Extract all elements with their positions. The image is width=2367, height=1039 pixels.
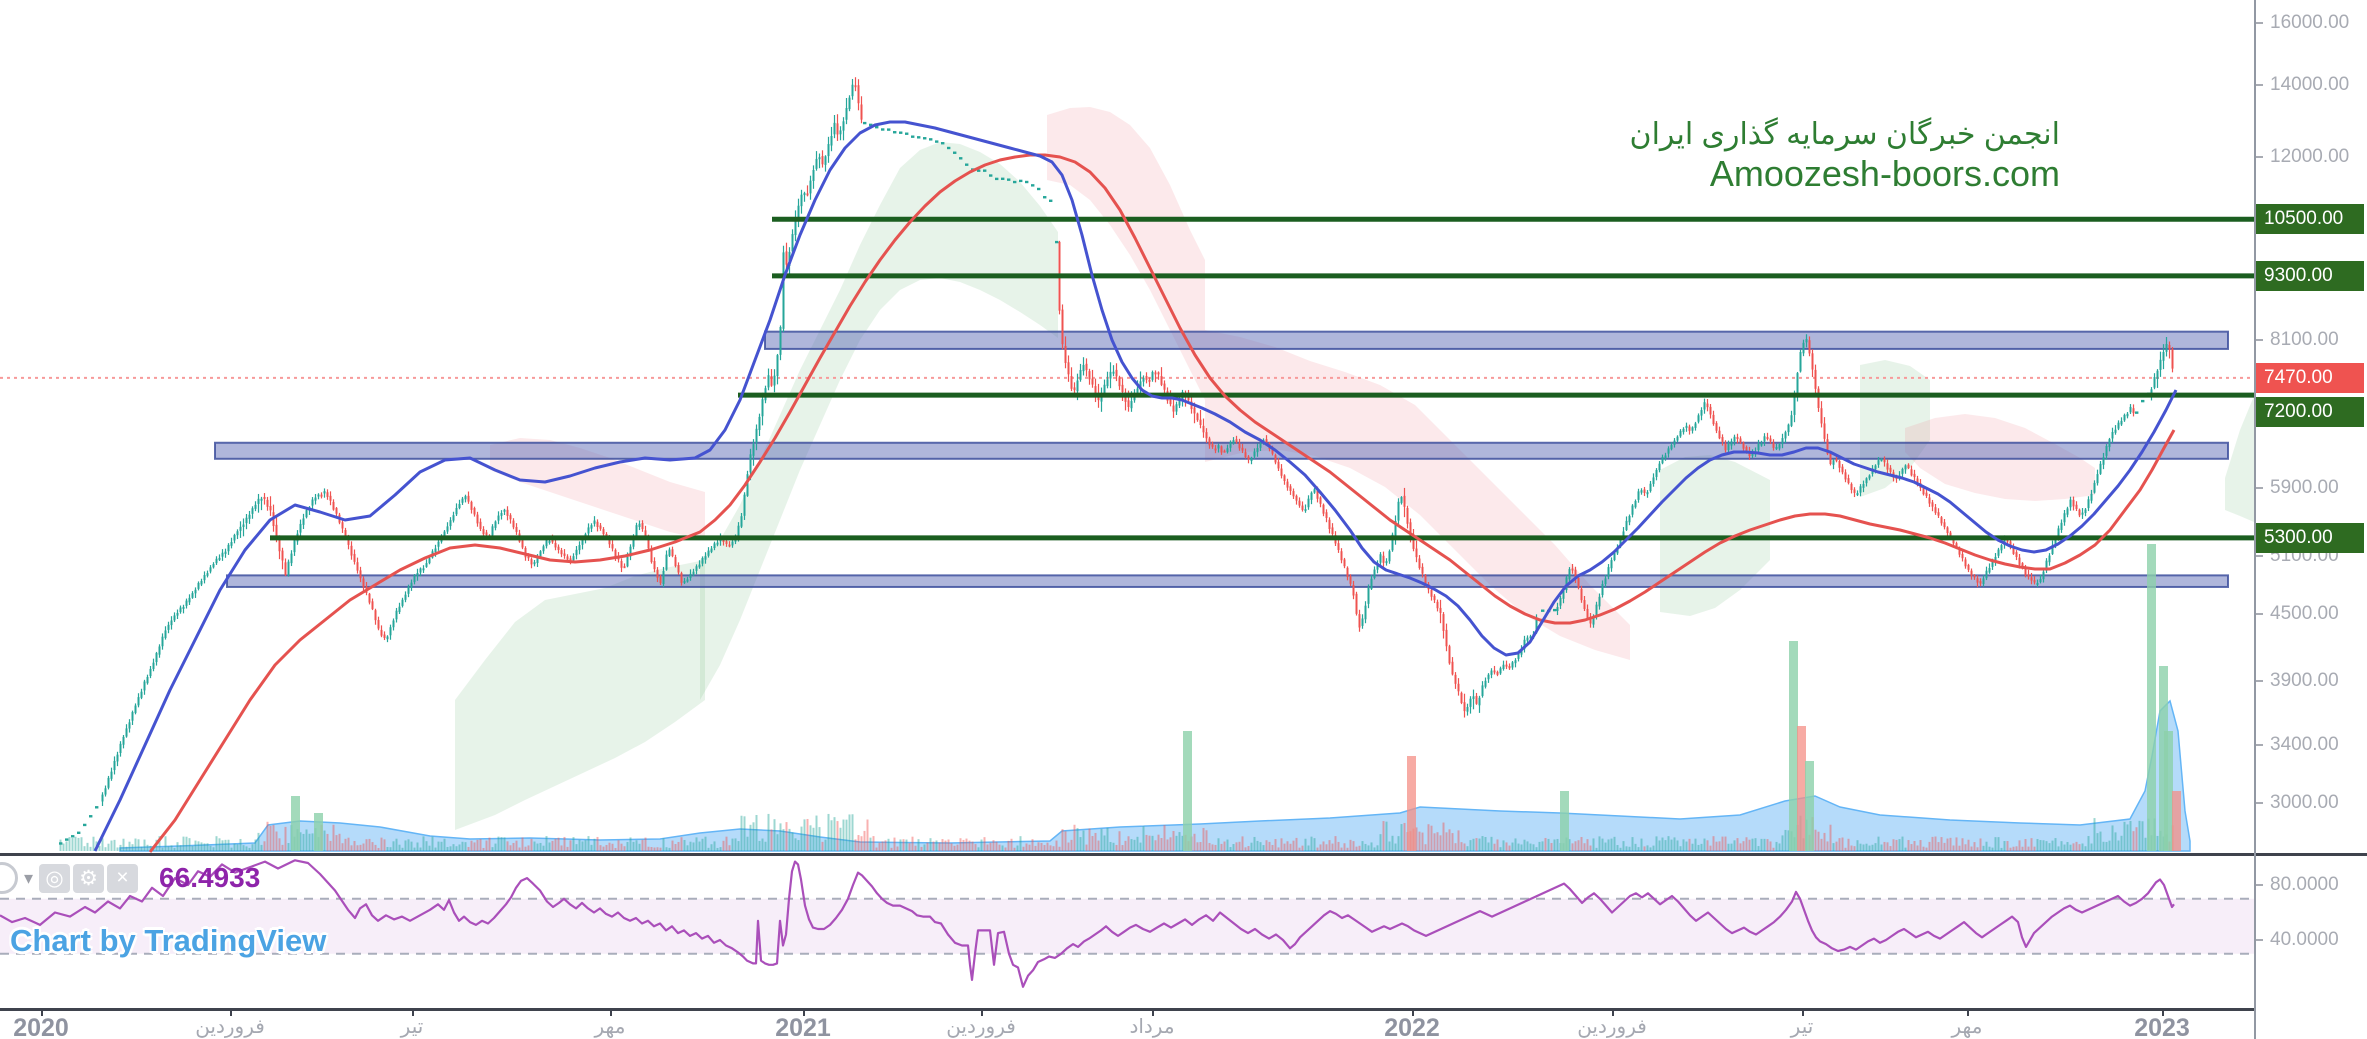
time-tick-mark (230, 1008, 232, 1016)
last-price-badge: 7470.00 (2256, 362, 2364, 393)
time-tick-mark (610, 1008, 612, 1016)
price-tick-mark (2254, 613, 2263, 616)
pane-separator[interactable] (0, 853, 2367, 856)
price-tick-label: 3900.00 (2270, 669, 2339, 691)
price-tick-mark (2254, 743, 2263, 746)
rsi-chart-canvas[interactable] (0, 855, 2254, 1008)
price-tick-mark (2254, 486, 2263, 489)
settings-gear-icon[interactable]: ⚙ (73, 863, 105, 893)
close-icon[interactable]: × (107, 863, 139, 893)
price-tick-mark (2254, 22, 2263, 24)
rsi-tick-mark (2254, 939, 2263, 941)
price-chart-canvas[interactable] (0, 0, 2254, 855)
price-tick-mark (2254, 679, 2263, 682)
price-tick-mark (2254, 554, 2263, 557)
price-tick-label: 3400.00 (2270, 733, 2339, 755)
rsi-tick-label: 80.0000 (2270, 874, 2339, 895)
time-month-label: تیر (400, 1016, 424, 1038)
time-month-label: مرداد (1129, 1016, 1175, 1038)
time-tick-mark (981, 1008, 983, 1016)
time-tick-mark (1412, 1008, 1414, 1016)
price-pane[interactable]: انجمن خبرگان سرمایه گذاری ایران Amoozesh… (0, 0, 2254, 855)
time-tick-mark (1802, 1008, 1804, 1016)
time-tick-mark (412, 1008, 414, 1016)
watermark: انجمن خبرگان سرمایه گذاری ایران Amoozesh… (1630, 118, 2060, 194)
watermark-line-fa: انجمن خبرگان سرمایه گذاری ایران (1629, 118, 2060, 151)
price-tick-mark (2254, 802, 2263, 805)
time-tick-mark (803, 1008, 805, 1016)
price-tick-mark (2254, 339, 2263, 342)
time-tick-mark (1967, 1008, 1969, 1016)
time-tick-mark (41, 1008, 43, 1016)
rsi-indicator-legend: ▾ ◎ ⚙ × 66.4933 (0, 861, 260, 895)
time-month-label: مهر (594, 1016, 626, 1038)
price-level-badge: 7200.00 (2256, 397, 2364, 427)
price-level-badge: 5300.00 (2256, 522, 2364, 553)
rsi-value: 66.4933 (159, 862, 261, 893)
time-axis[interactable]: 2020 فروردین تیر مهر 2021 فروردین مرداد 2022 فرو… (0, 1008, 2367, 1039)
time-axis-border (0, 1008, 2256, 1011)
time-year-label: 2023 (2134, 1014, 2190, 1039)
price-tick-label: 4500.00 (2270, 603, 2339, 625)
time-month-label: فروردین (195, 1016, 265, 1038)
rsi-tick-label: 40.0000 (2270, 929, 2339, 950)
price-level-badge: 10500.00 (2256, 204, 2364, 235)
price-tick-label: 14000.00 (2270, 74, 2350, 96)
time-year-label: 2022 (1384, 1014, 1440, 1039)
tradingview-attribution[interactable]: Chart by TradingView (10, 923, 327, 958)
price-tick-mark (2254, 84, 2263, 87)
price-tick-label: 12000.00 (2270, 146, 2350, 168)
price-tick-label: 5900.00 (2270, 476, 2339, 498)
price-axis[interactable]: 16000.00 14000.00 12000.00 8100.00 5900.00 51… (2254, 0, 2367, 1039)
price-tick-label: 8100.00 (2270, 329, 2339, 351)
time-month-label: فروردین (1577, 1016, 1647, 1038)
time-tick-mark (2162, 1008, 2164, 1016)
visibility-icon[interactable]: ◎ (39, 863, 71, 893)
price-axis-border (2254, 0, 2256, 1039)
time-tick-mark (1612, 1008, 1614, 1016)
indicator-pill-fragment[interactable] (0, 862, 18, 894)
time-month-label: مهر (1951, 1016, 1983, 1038)
chevron-down-icon[interactable]: ▾ (24, 867, 34, 888)
rsi-tick-mark (2254, 884, 2263, 886)
time-tick-mark (1152, 1008, 1154, 1016)
time-year-label: 2020 (13, 1014, 69, 1039)
time-year-label: 2021 (775, 1014, 831, 1039)
price-tick-mark (2254, 156, 2263, 159)
watermark-line-domain: Amoozesh-boors.com (1709, 152, 2060, 194)
time-month-label: فروردین (946, 1016, 1016, 1038)
time-month-label: تیر (1790, 1016, 1814, 1038)
price-level-badge: 9300.00 (2256, 260, 2364, 291)
rsi-pane[interactable]: ▾ ◎ ⚙ × 66.4933 Chart by TradingView (0, 855, 2254, 1008)
price-tick-label: 16000.00 (2270, 12, 2350, 33)
price-tick-label: 3000.00 (2270, 792, 2339, 814)
